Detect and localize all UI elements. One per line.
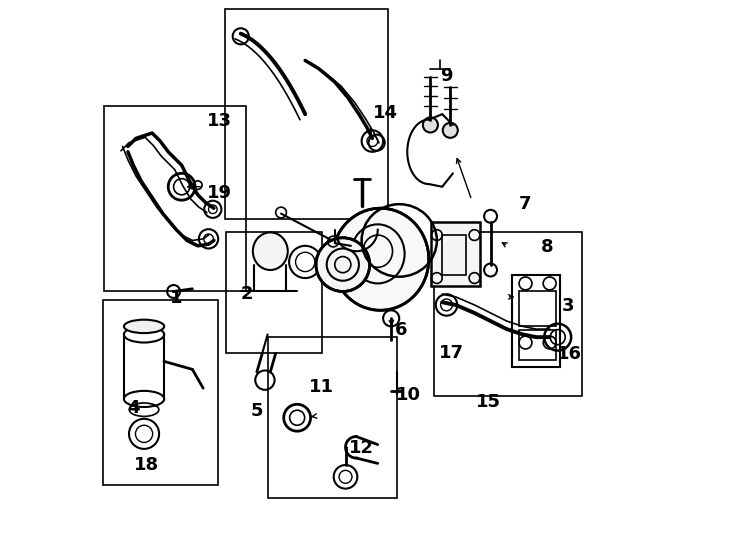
Bar — [226, 232, 322, 353]
Text: 3: 3 — [562, 297, 574, 315]
Ellipse shape — [332, 208, 429, 310]
Ellipse shape — [316, 238, 370, 292]
Text: 11: 11 — [309, 377, 334, 396]
Ellipse shape — [124, 320, 164, 333]
Text: 12: 12 — [349, 440, 374, 457]
Text: 1: 1 — [170, 289, 183, 307]
Circle shape — [443, 123, 458, 138]
Bar — [442, 235, 466, 275]
Text: 8: 8 — [541, 238, 553, 256]
Text: 15: 15 — [476, 393, 501, 410]
Text: 14: 14 — [374, 104, 399, 122]
Text: 16: 16 — [556, 346, 581, 363]
Bar — [268, 337, 396, 498]
Bar — [512, 275, 560, 367]
Text: 17: 17 — [440, 345, 465, 362]
Text: 6: 6 — [395, 321, 407, 339]
Bar — [519, 330, 556, 360]
Bar — [225, 9, 388, 219]
Text: 19: 19 — [207, 184, 232, 202]
Text: 13: 13 — [207, 112, 232, 130]
Bar — [103, 300, 218, 485]
Ellipse shape — [252, 232, 288, 270]
Circle shape — [423, 117, 438, 132]
Text: 9: 9 — [440, 66, 453, 85]
Text: 5: 5 — [250, 402, 263, 420]
Bar — [103, 106, 246, 292]
Text: 2: 2 — [241, 285, 253, 303]
Bar — [519, 292, 556, 326]
Text: 7: 7 — [519, 195, 531, 213]
Bar — [434, 232, 582, 396]
Text: 10: 10 — [396, 386, 421, 404]
Text: 18: 18 — [134, 456, 159, 474]
Text: 4: 4 — [127, 399, 139, 417]
Bar — [432, 221, 480, 286]
